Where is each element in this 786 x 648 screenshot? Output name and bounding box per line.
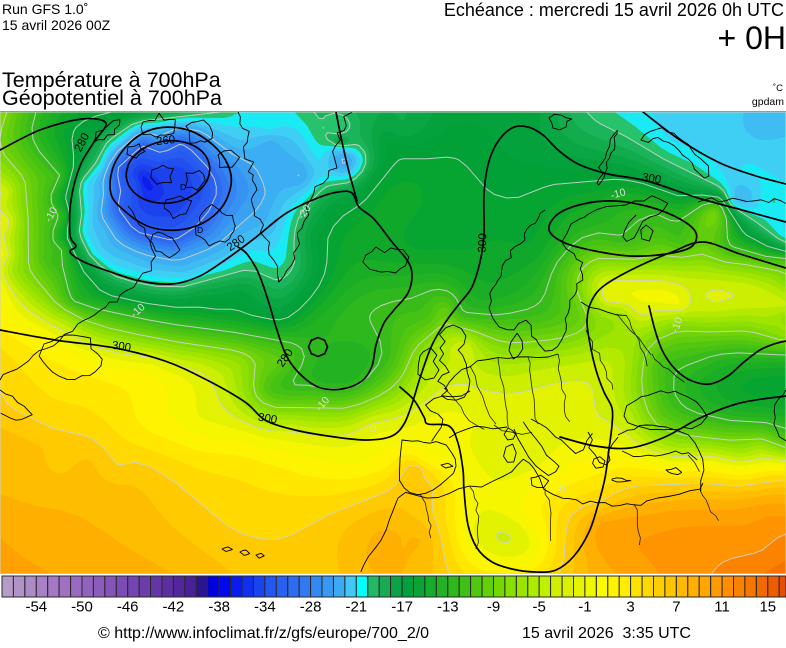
svg-text:-9: -9 (487, 599, 500, 616)
svg-text:-28: -28 (300, 599, 322, 616)
svg-text:-13: -13 (437, 599, 459, 616)
svg-text:300: 300 (477, 233, 490, 253)
svg-text:7: 7 (672, 599, 680, 616)
svg-text:-54: -54 (25, 599, 47, 616)
svg-text:0: 0 (368, 423, 378, 436)
svg-text:D: D (197, 225, 203, 235)
svg-text:260: 260 (156, 134, 176, 148)
svg-text:-42: -42 (163, 599, 185, 616)
svg-text:-38: -38 (208, 599, 230, 616)
svg-text:3: 3 (626, 599, 634, 616)
svg-text:-21: -21 (345, 599, 367, 616)
svg-text:-1: -1 (578, 599, 591, 616)
svg-text:-50: -50 (71, 599, 93, 616)
svg-text:D: D (180, 182, 186, 192)
svg-text:-17: -17 (391, 599, 413, 616)
svg-text:15: 15 (759, 599, 776, 616)
svg-text:300: 300 (257, 411, 278, 426)
svg-text:-46: -46 (117, 599, 139, 616)
svg-text:11: 11 (714, 599, 730, 616)
svg-text:-34: -34 (254, 599, 276, 616)
svg-text:-5: -5 (533, 599, 546, 616)
svg-text:300: 300 (111, 340, 132, 355)
svg-text:0: 0 (559, 483, 567, 496)
svg-text:300: 300 (641, 171, 662, 186)
svg-text:-10: -10 (669, 316, 686, 335)
svg-text:-10: -10 (609, 186, 627, 202)
